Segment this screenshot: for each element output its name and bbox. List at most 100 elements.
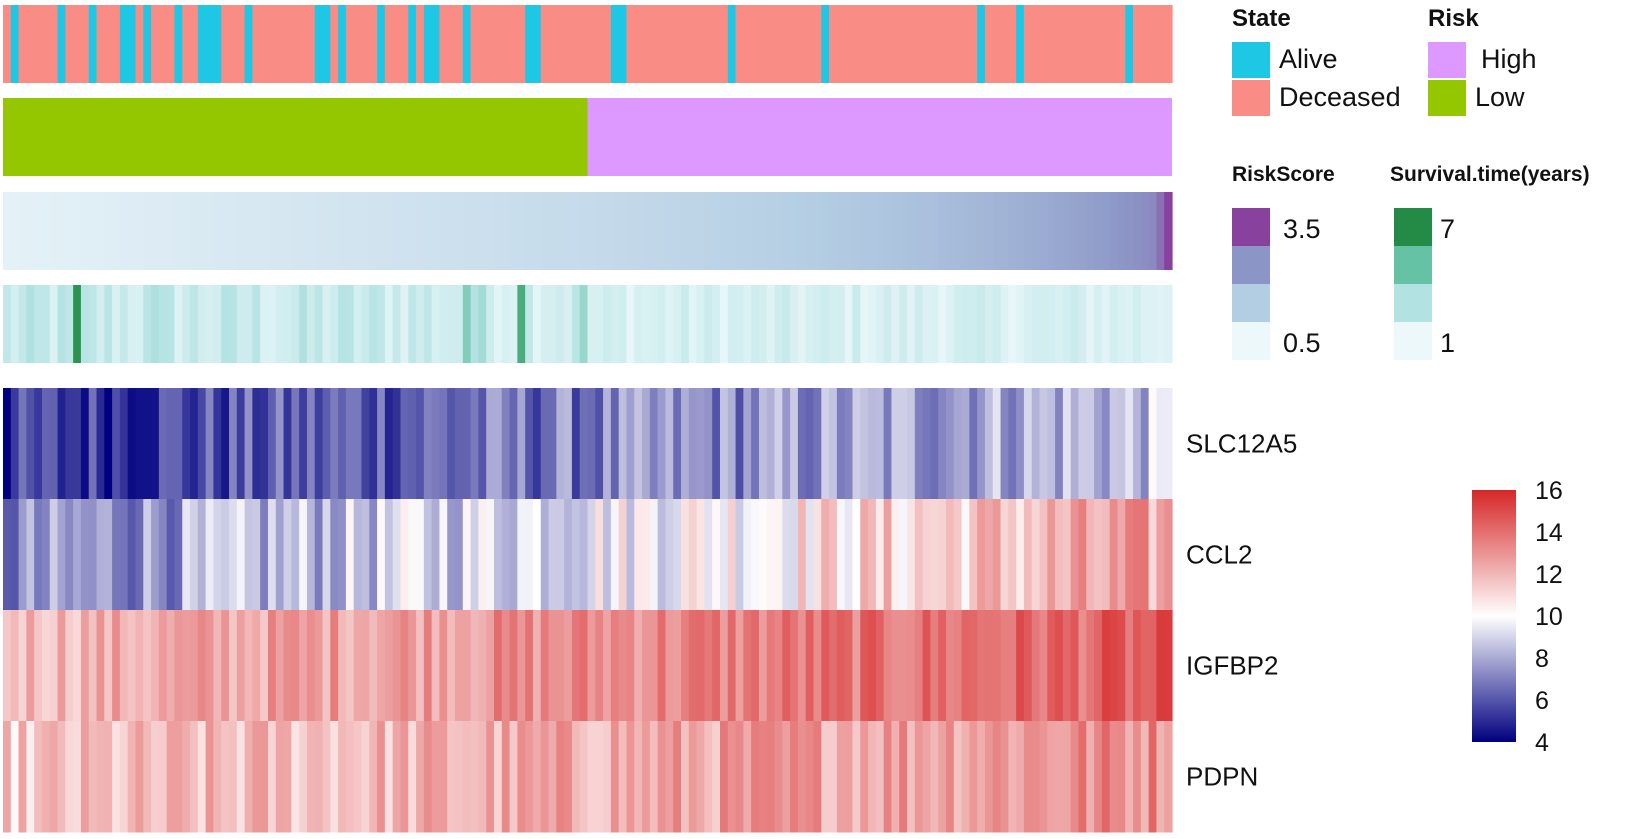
heatmap-cell (1148, 499, 1158, 611)
survival-cell (719, 285, 729, 363)
heatmap-cell (283, 499, 292, 611)
heatmap-cell (1133, 610, 1142, 722)
state-cell (1125, 5, 1134, 83)
risk-low-swatch (1428, 80, 1466, 116)
state-cell (1062, 5, 1072, 83)
survival-cell (1016, 285, 1025, 363)
state-cell (306, 5, 316, 83)
state-cell (1101, 5, 1111, 83)
survival-cell (158, 285, 168, 363)
survival-cell (135, 285, 144, 363)
survival-cell (291, 285, 300, 363)
state-cell (626, 5, 635, 83)
heatmap-cell (34, 388, 43, 500)
heatmap-cell (236, 388, 246, 500)
riskscore-cell (1140, 192, 1150, 270)
survival-cell (1062, 285, 1072, 363)
heatmap-cell (836, 499, 846, 611)
heatmap-cell (1156, 721, 1165, 833)
heatmap-cell (509, 388, 518, 500)
survival-cell (618, 285, 628, 363)
heatmap-cell (65, 499, 74, 611)
heatmap-cell (462, 610, 472, 722)
heatmap-cell (821, 499, 830, 611)
heatmap-cell (930, 388, 939, 500)
state-cell (205, 5, 215, 83)
riskscore-cell (945, 192, 955, 270)
heatmap-cell (3, 721, 12, 833)
heatmap-cell (1008, 499, 1017, 611)
heatmap-cell (992, 610, 1002, 722)
riskscore-cell (844, 192, 854, 270)
heatmap-cell (1023, 388, 1033, 500)
heatmap-cell (891, 610, 900, 722)
heatmap-cell (899, 610, 908, 722)
heatmap-cell (244, 499, 253, 611)
heatmap-cell (197, 388, 207, 500)
heatmap-cell (80, 499, 90, 611)
heatmap-cell (306, 610, 316, 722)
heatmap-cell (1164, 721, 1173, 833)
heatmap-cell (821, 388, 830, 500)
heatmap-cell (727, 499, 737, 611)
riskscore-cell (267, 192, 277, 270)
heatmap-cell (704, 610, 713, 722)
state-legend-title: State (1232, 5, 1291, 32)
heatmap-cell (953, 721, 963, 833)
heatmap-cell (236, 499, 246, 611)
gene-label: SLC12A5 (1186, 429, 1297, 459)
heatmap-cell (610, 388, 620, 500)
heatmap-cell (470, 610, 479, 722)
heatmap-cell (930, 721, 939, 833)
survival-cell (205, 285, 215, 363)
survival-cell (953, 285, 963, 363)
heatmap-cell (314, 388, 324, 500)
state-cell (899, 5, 908, 83)
survival-cell (143, 285, 152, 363)
survival-cell (18, 285, 27, 363)
survival-cell (540, 285, 550, 363)
riskscore-cell (392, 192, 402, 270)
heatmap-cell (96, 388, 105, 500)
heatmap-cell (88, 721, 98, 833)
survival-cell (197, 285, 207, 363)
state-cell (322, 5, 331, 83)
heatmap-cell (392, 610, 402, 722)
survival-cell (938, 285, 947, 363)
heatmap-cell (649, 499, 659, 611)
heatmap-cell (244, 721, 253, 833)
heatmap-cell (416, 499, 425, 611)
riskscore-cell (275, 192, 285, 270)
heatmap-cell (127, 388, 137, 500)
heatmap-cell (564, 721, 573, 833)
survival-cell (174, 285, 183, 363)
heatmap-cell (127, 499, 137, 611)
riskscore-cell (190, 192, 199, 270)
riskscore-swatch-3 (1232, 246, 1270, 284)
heatmap-cell (330, 610, 339, 722)
heatmap-cell (73, 499, 82, 611)
heatmap-cell (80, 610, 90, 722)
state-cell (758, 5, 768, 83)
heatmap-cell (657, 388, 667, 500)
heatmap-cell (883, 388, 893, 500)
heatmap-cell (829, 388, 838, 500)
state-cell (41, 5, 51, 83)
heatmap-cell (455, 499, 464, 611)
heatmap-cell (907, 499, 916, 611)
riskscore-cell (26, 192, 35, 270)
heatmap-cell (532, 721, 542, 833)
heatmap-cell (322, 610, 331, 722)
survival-cell (49, 285, 59, 363)
state-cell (283, 5, 292, 83)
heatmap-cell (283, 388, 292, 500)
riskscore-cell (696, 192, 705, 270)
riskscore-cell (1101, 192, 1111, 270)
riskscore-cell (673, 192, 682, 270)
state-cell (439, 5, 448, 83)
heatmap-cell (945, 388, 955, 500)
riskscore-cell (65, 192, 74, 270)
heatmap-cell (260, 721, 269, 833)
heatmap-cell (875, 721, 885, 833)
heatmap-cell (805, 610, 815, 722)
